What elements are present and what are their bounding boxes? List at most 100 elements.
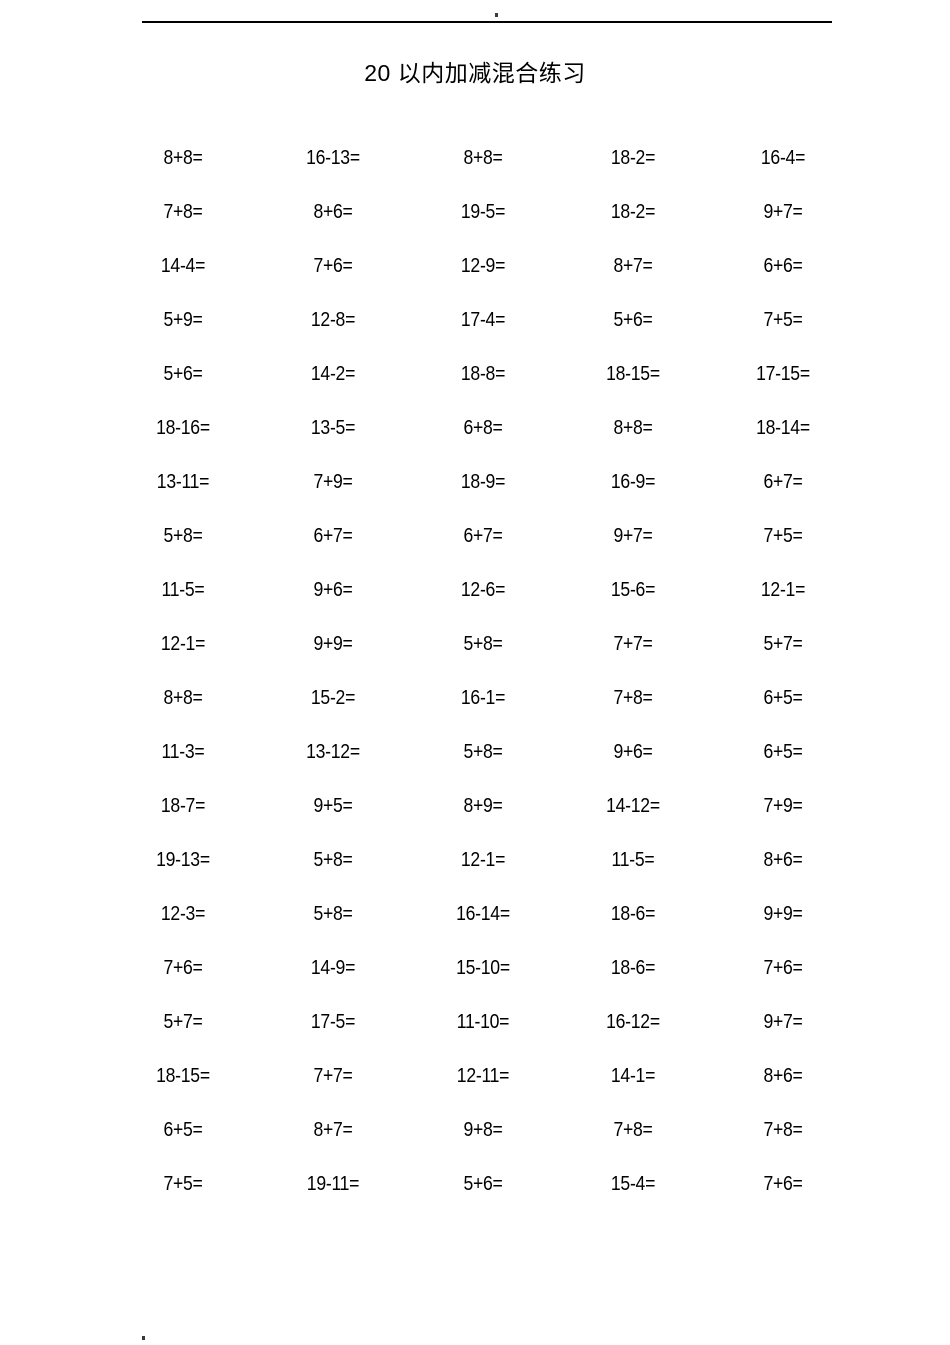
math-problem[interactable]: 13-5= xyxy=(310,417,356,439)
math-problem[interactable]: 14-4= xyxy=(160,255,206,277)
math-problem[interactable]: 9+7= xyxy=(613,525,653,547)
math-problem[interactable]: 6+5= xyxy=(163,1119,203,1141)
math-problem[interactable]: 17-5= xyxy=(310,1011,356,1033)
math-problem[interactable]: 16-9= xyxy=(610,471,656,493)
math-problem[interactable]: 17-4= xyxy=(460,309,506,331)
math-problem[interactable]: 19-11= xyxy=(306,1173,360,1195)
math-problem[interactable]: 16-4= xyxy=(760,147,806,169)
math-problem[interactable]: 12-1= xyxy=(760,579,806,601)
math-problem[interactable]: 8+8= xyxy=(463,147,503,169)
math-problem[interactable]: 9+6= xyxy=(613,741,653,763)
math-problem[interactable]: 8+8= xyxy=(163,687,203,709)
math-problem[interactable]: 19-5= xyxy=(460,201,506,223)
math-problem[interactable]: 11-5= xyxy=(161,579,205,601)
math-problem[interactable]: 7+8= xyxy=(163,201,203,223)
math-problem[interactable]: 6+8= xyxy=(463,417,503,439)
math-problem[interactable]: 5+6= xyxy=(613,309,653,331)
math-problem[interactable]: 5+8= xyxy=(463,741,503,763)
math-problem[interactable]: 16-13= xyxy=(306,147,360,169)
math-problem[interactable]: 7+6= xyxy=(313,255,353,277)
math-problem[interactable]: 18-7= xyxy=(160,795,206,817)
math-problem[interactable]: 16-1= xyxy=(460,687,506,709)
math-problem[interactable]: 9+9= xyxy=(313,633,353,655)
math-problem[interactable]: 8+6= xyxy=(763,849,803,871)
math-problem[interactable]: 12-8= xyxy=(310,309,356,331)
math-problem[interactable]: 12-3= xyxy=(160,903,206,925)
math-problem[interactable]: 16-12= xyxy=(606,1011,660,1033)
math-problem[interactable]: 9+6= xyxy=(313,579,353,601)
math-problem[interactable]: 18-6= xyxy=(610,903,656,925)
math-problem[interactable]: 18-15= xyxy=(156,1065,210,1087)
math-problem[interactable]: 18-9= xyxy=(460,471,506,493)
math-problem[interactable]: 6+7= xyxy=(463,525,503,547)
math-problem[interactable]: 7+6= xyxy=(163,957,203,979)
math-problem[interactable]: 16-14= xyxy=(456,903,510,925)
math-problem[interactable]: 12-9= xyxy=(460,255,506,277)
math-problem[interactable]: 15-4= xyxy=(610,1173,656,1195)
math-problem[interactable]: 6+7= xyxy=(763,471,803,493)
math-problem[interactable]: 14-12= xyxy=(606,795,660,817)
math-problem[interactable]: 18-14= xyxy=(756,417,810,439)
math-problem[interactable]: 7+9= xyxy=(763,795,803,817)
math-problem[interactable]: 5+8= xyxy=(313,849,353,871)
math-problem[interactable]: 7+5= xyxy=(763,525,803,547)
math-problem[interactable]: 8+6= xyxy=(313,201,353,223)
math-problem[interactable]: 9+8= xyxy=(463,1119,503,1141)
math-problem[interactable]: 8+7= xyxy=(313,1119,353,1141)
math-problem[interactable]: 18-8= xyxy=(460,363,506,385)
math-problem[interactable]: 12-6= xyxy=(460,579,506,601)
math-problem[interactable]: 5+8= xyxy=(313,903,353,925)
math-problem[interactable]: 7+7= xyxy=(613,633,653,655)
math-problem[interactable]: 5+6= xyxy=(463,1173,503,1195)
math-problem[interactable]: 7+7= xyxy=(313,1065,353,1087)
math-problem[interactable]: 8+7= xyxy=(613,255,653,277)
math-problem[interactable]: 11-10= xyxy=(456,1011,510,1033)
math-problem[interactable]: 9+7= xyxy=(763,1011,803,1033)
math-problem[interactable]: 9+7= xyxy=(763,201,803,223)
math-problem[interactable]: 12-11= xyxy=(456,1065,510,1087)
math-problem[interactable]: 18-6= xyxy=(610,957,656,979)
math-problem[interactable]: 18-15= xyxy=(606,363,660,385)
math-problem[interactable]: 13-11= xyxy=(156,471,210,493)
math-problem[interactable]: 8+8= xyxy=(163,147,203,169)
math-problem[interactable]: 18-16= xyxy=(156,417,210,439)
math-problem[interactable]: 15-10= xyxy=(456,957,510,979)
math-problem[interactable]: 11-5= xyxy=(611,849,655,871)
math-problem[interactable]: 18-2= xyxy=(610,147,656,169)
math-problem[interactable]: 13-12= xyxy=(306,741,360,763)
math-problem[interactable]: 5+7= xyxy=(163,1011,203,1033)
math-problem[interactable]: 11-3= xyxy=(161,741,205,763)
math-problem[interactable]: 7+6= xyxy=(763,957,803,979)
math-problem[interactable]: 6+6= xyxy=(763,255,803,277)
math-problem[interactable]: 14-2= xyxy=(310,363,356,385)
math-problem[interactable]: 8+8= xyxy=(613,417,653,439)
math-problem[interactable]: 5+6= xyxy=(163,363,203,385)
math-problem[interactable]: 5+7= xyxy=(763,633,803,655)
math-problem[interactable]: 18-2= xyxy=(610,201,656,223)
math-problem[interactable]: 7+6= xyxy=(763,1173,803,1195)
math-problem[interactable]: 6+5= xyxy=(763,687,803,709)
math-problem[interactable]: 7+9= xyxy=(313,471,353,493)
math-problem[interactable]: 5+9= xyxy=(163,309,203,331)
math-problem[interactable]: 17-15= xyxy=(756,363,810,385)
math-problem[interactable]: 19-13= xyxy=(156,849,210,871)
math-problem[interactable]: 12-1= xyxy=(160,633,206,655)
math-problem[interactable]: 8+9= xyxy=(463,795,503,817)
math-problem[interactable]: 7+5= xyxy=(763,309,803,331)
math-problem[interactable]: 12-1= xyxy=(460,849,506,871)
math-problem[interactable]: 15-2= xyxy=(310,687,356,709)
math-problem[interactable]: 5+8= xyxy=(463,633,503,655)
math-problem[interactable]: 6+7= xyxy=(313,525,353,547)
math-problem[interactable]: 7+5= xyxy=(163,1173,203,1195)
math-problem[interactable]: 6+5= xyxy=(763,741,803,763)
math-problem[interactable]: 9+9= xyxy=(763,903,803,925)
math-problem[interactable]: 7+8= xyxy=(763,1119,803,1141)
math-problem[interactable]: 14-1= xyxy=(610,1065,656,1087)
math-problem[interactable]: 7+8= xyxy=(613,1119,653,1141)
math-problem[interactable]: 8+6= xyxy=(763,1065,803,1087)
math-problem[interactable]: 14-9= xyxy=(310,957,356,979)
math-problem[interactable]: 15-6= xyxy=(610,579,656,601)
math-problem[interactable]: 7+8= xyxy=(613,687,653,709)
math-problem[interactable]: 5+8= xyxy=(163,525,203,547)
math-problem[interactable]: 9+5= xyxy=(313,795,353,817)
